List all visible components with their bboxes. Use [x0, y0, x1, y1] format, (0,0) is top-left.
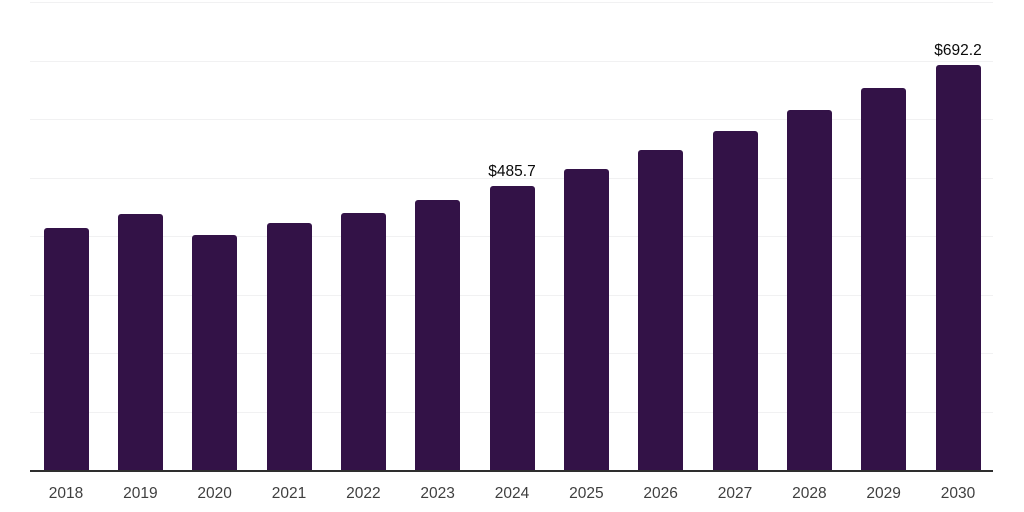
- x-tick-2019: 2019: [123, 485, 158, 502]
- bar-2025: [563, 168, 609, 470]
- x-tick-2024: 2024: [494, 485, 530, 502]
- x-tick-2021: 2021: [271, 485, 307, 502]
- bar-2019: [117, 214, 163, 470]
- bar-2029: [861, 88, 907, 470]
- bar-2027: [712, 130, 758, 470]
- data-label-2024: $485.7: [488, 162, 536, 180]
- bar-2026: [638, 150, 684, 470]
- bar-2022: [340, 212, 386, 470]
- gridline: [30, 60, 993, 62]
- bar-2021: [266, 223, 312, 470]
- bar-2024: [489, 185, 535, 470]
- x-tick-2029: 2029: [866, 485, 901, 502]
- bar-2028: [786, 110, 832, 470]
- x-tick-2022: 2022: [346, 485, 381, 502]
- gridline: [30, 2, 993, 3]
- x-tick-2030: 2030: [940, 485, 976, 502]
- bar-2023: [415, 200, 461, 470]
- bar-2030: [935, 65, 981, 470]
- x-tick-2018: 2018: [48, 485, 84, 502]
- bar-2020: [192, 235, 238, 470]
- x-tick-2020: 2020: [197, 485, 232, 502]
- x-tick-2026: 2026: [643, 485, 678, 502]
- x-tick-2028: 2028: [792, 485, 827, 502]
- gridline: [30, 119, 993, 120]
- data-label-2030: $692.2: [934, 42, 982, 60]
- x-tick-2025: 2025: [569, 485, 604, 502]
- bar-2018: [43, 227, 89, 470]
- x-tick-2027: 2027: [717, 485, 753, 502]
- x-tick-2023: 2023: [420, 485, 455, 502]
- x-axis-line: [30, 470, 993, 472]
